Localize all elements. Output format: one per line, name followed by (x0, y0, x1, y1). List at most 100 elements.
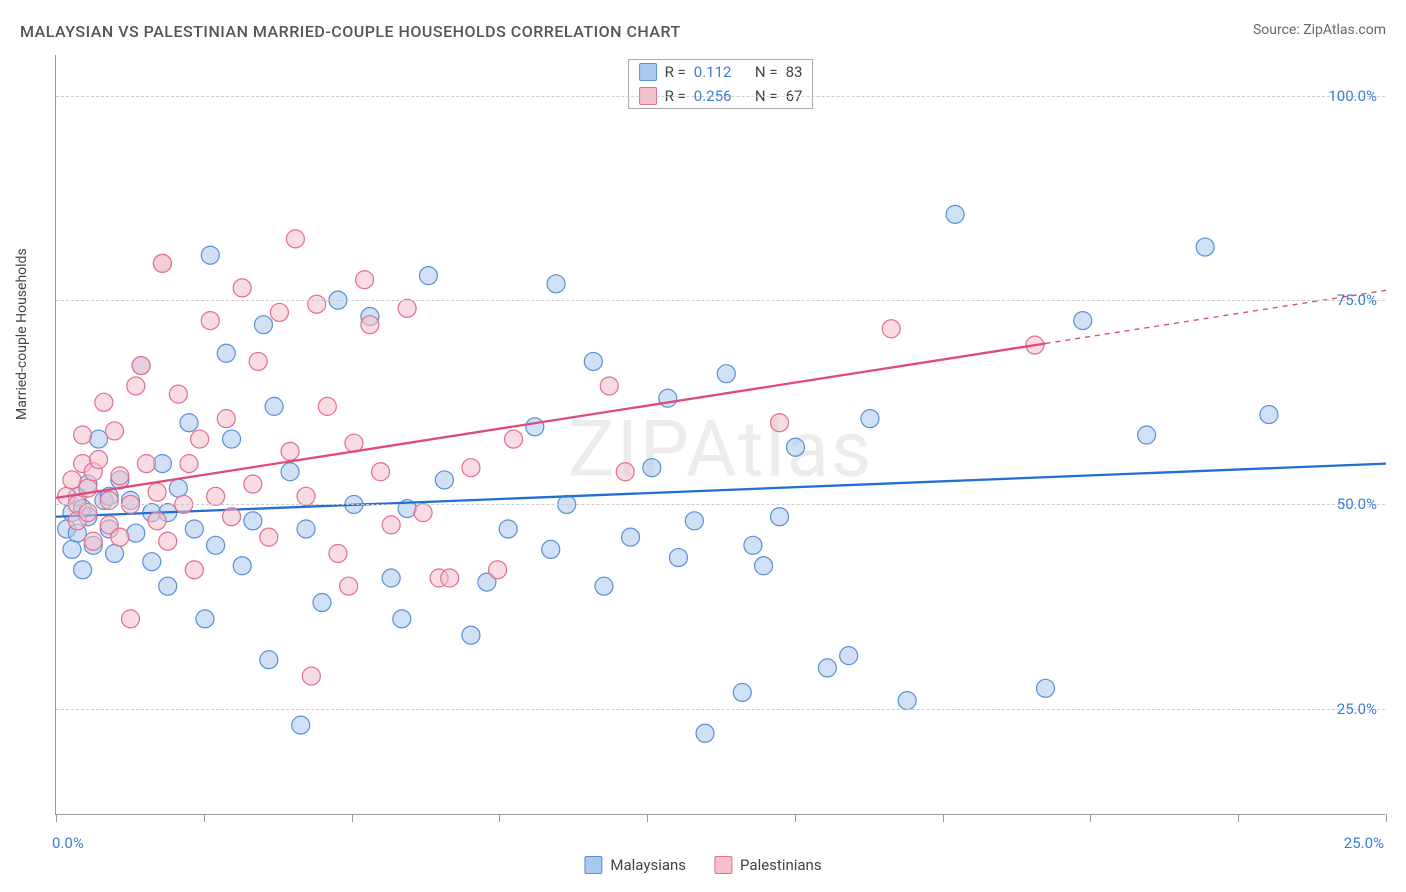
data-point (1138, 426, 1156, 444)
data-point (717, 365, 735, 383)
x-tick (56, 814, 57, 822)
legend-item-malaysians: Malaysians (584, 856, 686, 874)
data-point (898, 692, 916, 710)
x-tick (204, 814, 205, 822)
data-point (159, 577, 177, 595)
plot-area: ZIPAtlas R = 0.112 N = 83 R = 0.256 N = … (55, 55, 1385, 815)
data-point (616, 463, 634, 481)
data-point (143, 553, 161, 571)
data-point (137, 455, 155, 473)
y-tick-label: 25.0% (1337, 700, 1377, 718)
x-tick (1238, 814, 1239, 822)
data-point (462, 459, 480, 477)
data-point (435, 471, 453, 489)
data-point (861, 410, 879, 428)
data-point (106, 544, 124, 562)
data-point (217, 410, 235, 428)
data-point (441, 569, 459, 587)
data-point (414, 504, 432, 522)
data-point (882, 320, 900, 338)
data-point (207, 536, 225, 554)
data-point (223, 508, 241, 526)
data-point (462, 626, 480, 644)
trend-line-extrapolated (1046, 290, 1386, 343)
data-point (393, 610, 411, 628)
data-point (159, 532, 177, 550)
data-point (340, 577, 358, 595)
data-point (201, 312, 219, 330)
data-point (584, 352, 602, 370)
data-point (127, 524, 145, 542)
data-point (95, 393, 113, 411)
legend-label: Palestinians (740, 856, 822, 874)
data-point (233, 279, 251, 297)
data-point (1074, 312, 1092, 330)
y-tick-label: 100.0% (1328, 87, 1377, 105)
swatch-icon (584, 856, 602, 874)
data-point (254, 316, 272, 334)
data-point (63, 540, 81, 558)
data-point (302, 667, 320, 685)
data-point (526, 418, 544, 436)
gridline (56, 504, 1385, 505)
data-point (600, 377, 618, 395)
data-point (223, 430, 241, 448)
data-point (249, 352, 267, 370)
x-tick (352, 814, 353, 822)
data-point (90, 451, 108, 469)
data-point (286, 230, 304, 248)
data-point (382, 516, 400, 534)
data-point (1196, 238, 1214, 256)
y-tick-label: 75.0% (1337, 291, 1377, 309)
data-point (100, 491, 118, 509)
data-point (180, 455, 198, 473)
data-point (74, 426, 92, 444)
data-point (281, 442, 299, 460)
data-point (260, 651, 278, 669)
chart-svg (56, 55, 1385, 814)
data-point (127, 377, 145, 395)
data-point (372, 463, 390, 481)
data-point (382, 569, 400, 587)
data-point (201, 246, 219, 264)
data-point (169, 479, 187, 497)
data-point (771, 508, 789, 526)
y-tick-label: 50.0% (1337, 495, 1377, 513)
data-point (1037, 679, 1055, 697)
x-tick (1386, 814, 1387, 822)
data-point (733, 683, 751, 701)
data-point (818, 659, 836, 677)
x-tick (795, 814, 796, 822)
data-point (111, 467, 129, 485)
chart-title: MALAYSIAN VS PALESTINIAN MARRIED-COUPLE … (20, 22, 681, 41)
data-point (313, 594, 331, 612)
data-point (148, 483, 166, 501)
data-point (185, 520, 203, 538)
data-point (771, 414, 789, 432)
data-point (148, 512, 166, 530)
data-point (669, 549, 687, 567)
x-tick-min: 0.0% (52, 834, 84, 852)
data-point (244, 512, 262, 530)
data-point (191, 430, 209, 448)
data-point (207, 487, 225, 505)
data-point (786, 438, 804, 456)
legend-label: Malaysians (610, 856, 686, 874)
data-point (696, 724, 714, 742)
data-point (196, 610, 214, 628)
data-point (356, 271, 374, 289)
data-point (946, 205, 964, 223)
x-tick (943, 814, 944, 822)
swatch-icon (714, 856, 732, 874)
data-point (132, 357, 150, 375)
gridline (56, 96, 1385, 97)
legend-item-palestinians: Palestinians (714, 856, 822, 874)
trend-line (56, 343, 1046, 497)
data-point (622, 528, 640, 546)
data-point (329, 544, 347, 562)
data-point (153, 455, 171, 473)
data-point (547, 275, 565, 293)
data-point (595, 577, 613, 595)
data-point (244, 475, 262, 493)
data-point (233, 557, 251, 575)
